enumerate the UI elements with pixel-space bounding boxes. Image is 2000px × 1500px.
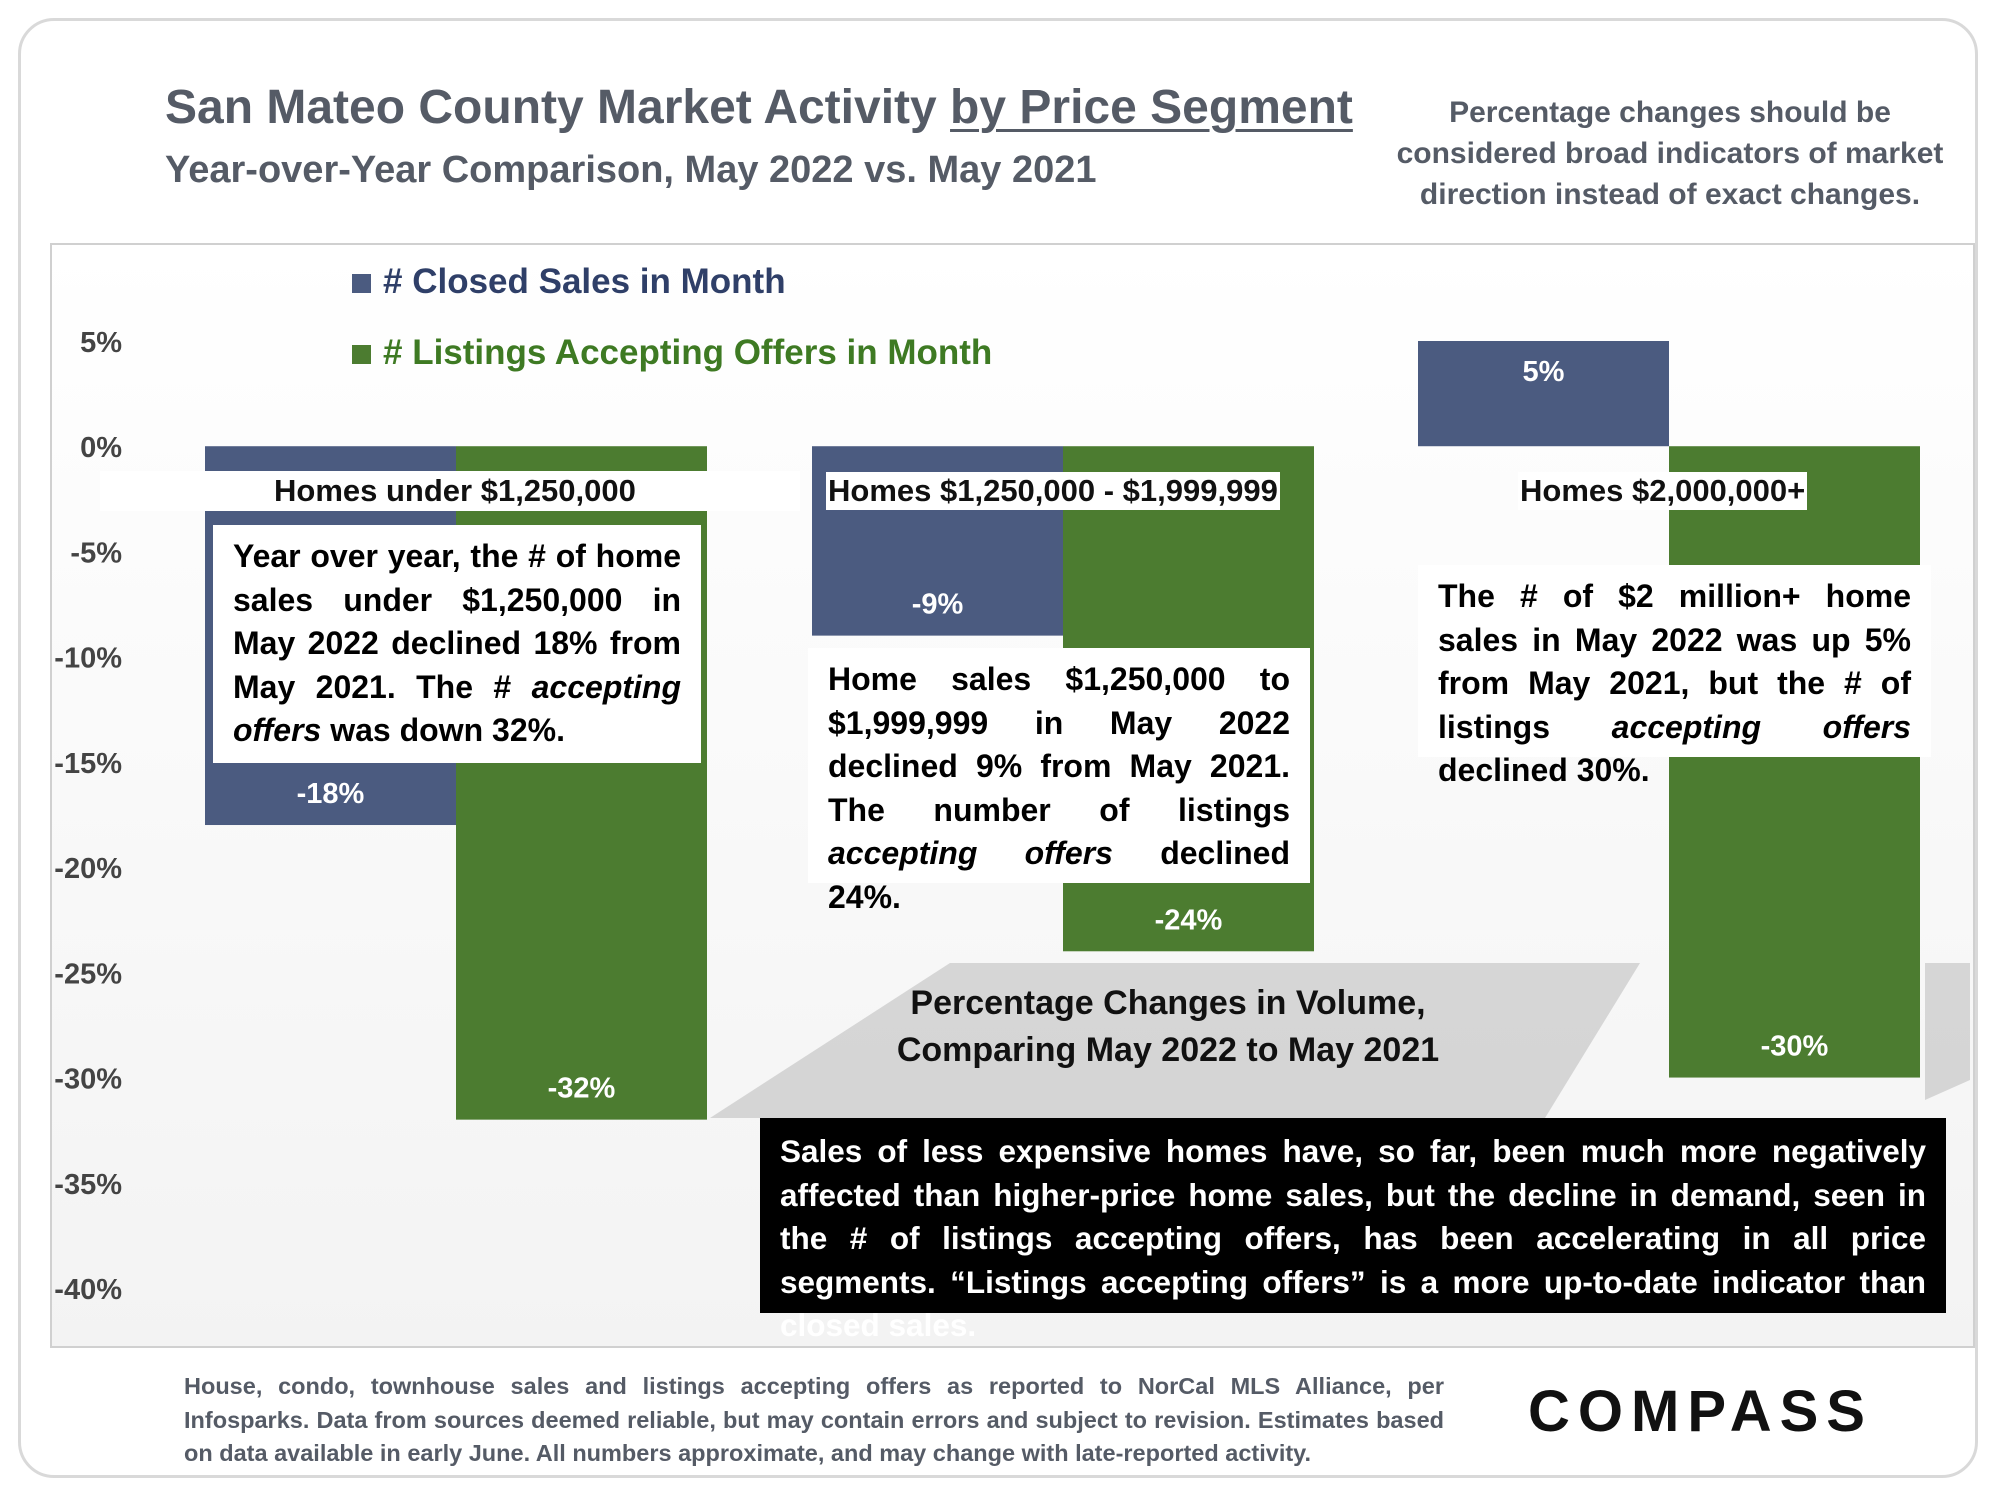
y-tick-label: -10%: [54, 643, 122, 675]
data-label: -18%: [297, 778, 365, 810]
bar-listings-accepting-2: [1669, 446, 1920, 1078]
data-label: -30%: [1761, 1031, 1829, 1063]
data-label: -32%: [548, 1073, 616, 1105]
legend-swatch-closed: [352, 274, 371, 294]
y-tick-label: 5%: [80, 327, 122, 359]
chart-subtitle: Year-over-Year Comparison, May 2022 vs. …: [165, 149, 1097, 191]
category-label-1250k-1999k: Homes $1,250,000 - $1,999,999: [826, 472, 1280, 510]
disclaimer-note: Percentage changes should be considered …: [1396, 96, 1944, 211]
y-tick-label: -30%: [54, 1064, 122, 1096]
y-tick-label: -35%: [54, 1169, 122, 1201]
y-tick-label: 0%: [80, 432, 122, 464]
chart-caption: Percentage Changes in Volume, Comparing …: [896, 984, 1440, 1069]
annotation-1250k-1999k: Home sales $1,250,000 to $1,999,999 in M…: [808, 648, 1310, 915]
y-tick-label: -5%: [70, 537, 122, 569]
chart-title-underlined: by Price Segment: [950, 81, 1353, 134]
floor-shadow-right: [1925, 963, 1970, 1100]
floor-shadow: [710, 963, 1640, 1118]
chart-title: San Mateo County Market Activity by Pric…: [165, 81, 1353, 134]
data-label: -24%: [1155, 904, 1223, 936]
legend-closed-sales: # Closed Sales in Month: [352, 262, 786, 302]
compass-logo: COMPASS: [1528, 1379, 1873, 1444]
y-tick-label: -15%: [54, 748, 122, 780]
y-tick-label: -20%: [54, 853, 122, 885]
annotation-under-1250k: Year over year, the # of home sales unde…: [213, 525, 701, 763]
y-tick-label: -25%: [54, 958, 122, 990]
bar-closed-sales-2: [1418, 341, 1669, 447]
header: San Mateo County Market Activity by Pric…: [165, 80, 1353, 192]
summary-box: Sales of less expensive homes have, so f…: [760, 1118, 1946, 1343]
data-label: 5%: [1523, 356, 1565, 388]
y-tick-label: -40%: [54, 1274, 122, 1306]
annotation-2m-plus: The # of $2 million+ home sales in May 2…: [1418, 565, 1931, 788]
data-label: -9%: [912, 589, 964, 621]
category-label-2m-plus: Homes $2,000,000+: [1518, 472, 1808, 510]
legend-listings-accepting: # Listings Accepting Offers in Month: [352, 333, 992, 373]
category-label-under-1250k: Homes under $1,250,000: [272, 472, 638, 510]
source-footnote: House, condo, townhouse sales and listin…: [184, 1373, 1444, 1466]
legend-swatch-listings: [352, 345, 371, 365]
